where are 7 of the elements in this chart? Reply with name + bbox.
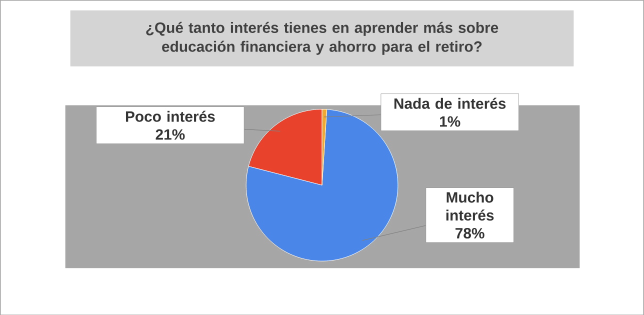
data-label: 21% bbox=[156, 128, 185, 140]
slice-label: Mucho interés bbox=[446, 192, 494, 220]
data-label: 78% bbox=[456, 228, 484, 238]
slice-label: Nada de interés bbox=[394, 98, 506, 109]
data-label: 1% bbox=[440, 116, 460, 127]
chart-title: ¿Qué tanto interés tienes en aprender más sobre educación financiera y ahorro para el retiro? bbox=[146, 22, 498, 55]
slice-label: Poco interés bbox=[126, 110, 215, 122]
